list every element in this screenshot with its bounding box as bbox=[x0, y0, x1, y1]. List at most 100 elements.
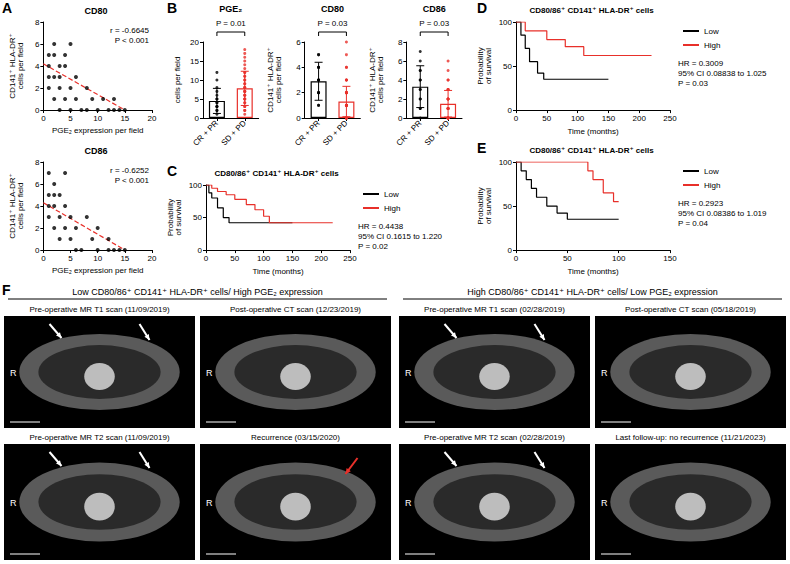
svg-text:CD80/86⁺ CD141⁺ HLA-DR⁺ cells: CD80/86⁺ CD141⁺ HLA-DR⁺ cells bbox=[214, 169, 339, 178]
svg-text:P = 0.02: P = 0.02 bbox=[358, 242, 388, 251]
svg-text:Low CD80/86⁺ CD141⁺ HLA-DR⁺ ce: Low CD80/86⁺ CD141⁺ HLA-DR⁺ cells/ High … bbox=[72, 287, 322, 297]
svg-text:5: 5 bbox=[68, 114, 73, 123]
svg-text:50: 50 bbox=[230, 254, 239, 263]
svg-text:2: 2 bbox=[35, 224, 40, 233]
svg-text:4: 4 bbox=[35, 202, 40, 211]
svg-text:CD86: CD86 bbox=[84, 146, 107, 156]
svg-text:5: 5 bbox=[195, 95, 200, 104]
svg-text:Time (months): Time (months) bbox=[252, 267, 304, 276]
svg-text:Time (months): Time (months) bbox=[567, 127, 619, 136]
svg-text:Low: Low bbox=[704, 27, 719, 36]
svg-text:cells per field: cells per field bbox=[173, 57, 182, 104]
svg-text:15: 15 bbox=[120, 114, 129, 123]
svg-text:of survival: of survival bbox=[484, 188, 493, 224]
svg-text:R: R bbox=[405, 368, 412, 378]
svg-text:HR = 0.2923: HR = 0.2923 bbox=[678, 199, 724, 208]
svg-text:CD80/86⁺ CD141⁺ HLA-DR⁺ cells: CD80/86⁺ CD141⁺ HLA-DR⁺ cells bbox=[529, 146, 654, 155]
svg-text:P < 0.001: P < 0.001 bbox=[115, 36, 150, 45]
svg-text:20: 20 bbox=[148, 254, 157, 263]
svg-text:100: 100 bbox=[612, 254, 626, 263]
svg-text:CD80: CD80 bbox=[321, 4, 344, 14]
svg-text:0: 0 bbox=[204, 254, 209, 263]
svg-text:CD80/86⁺ CD141⁺ HLA-DR⁺ cells: CD80/86⁺ CD141⁺ HLA-DR⁺ cells bbox=[529, 6, 654, 15]
svg-text:4: 4 bbox=[398, 76, 403, 85]
svg-text:0: 0 bbox=[514, 114, 519, 123]
svg-text:100: 100 bbox=[499, 18, 513, 27]
svg-text:P = 0.03: P = 0.03 bbox=[318, 19, 348, 28]
svg-text:15: 15 bbox=[120, 254, 129, 263]
svg-text:High CD80/86⁺ CD141⁺ HLA-DR⁺ c: High CD80/86⁺ CD141⁺ HLA-DR⁺ cells/ Low … bbox=[467, 287, 717, 297]
svg-text:10: 10 bbox=[93, 254, 102, 263]
svg-text:50: 50 bbox=[503, 202, 512, 211]
svg-text:R: R bbox=[206, 498, 213, 508]
svg-text:Low: Low bbox=[704, 167, 719, 176]
svg-text:6: 6 bbox=[35, 180, 40, 189]
svg-text:0: 0 bbox=[508, 246, 513, 255]
svg-text:P = 0.03: P = 0.03 bbox=[678, 79, 708, 88]
svg-text:10: 10 bbox=[93, 114, 102, 123]
svg-text:50: 50 bbox=[193, 213, 202, 222]
svg-text:Pre-operative MR T2 scan (02/2: Pre-operative MR T2 scan (02/28/2019) bbox=[424, 433, 565, 442]
svg-text:CR + PR: CR + PR bbox=[191, 119, 220, 148]
svg-text:150: 150 bbox=[286, 254, 300, 263]
svg-text:SD + PD: SD + PD bbox=[423, 119, 452, 148]
svg-text:0: 0 bbox=[35, 106, 40, 115]
svg-text:r = -0.6645: r = -0.6645 bbox=[110, 26, 149, 35]
svg-text:cells per field: cells per field bbox=[376, 57, 385, 104]
svg-text:CD80: CD80 bbox=[84, 6, 107, 16]
svg-text:Low: Low bbox=[384, 190, 399, 199]
svg-text:100: 100 bbox=[499, 158, 513, 167]
svg-text:R: R bbox=[601, 498, 608, 508]
svg-text:200: 200 bbox=[633, 114, 647, 123]
svg-text:0: 0 bbox=[195, 114, 200, 123]
svg-text:95% CI 0.1615 to 1.220: 95% CI 0.1615 to 1.220 bbox=[358, 232, 443, 241]
svg-text:8: 8 bbox=[398, 38, 403, 47]
svg-text:4: 4 bbox=[35, 62, 40, 71]
svg-text:6: 6 bbox=[398, 57, 403, 66]
svg-text:8: 8 bbox=[35, 18, 40, 27]
svg-text:0: 0 bbox=[514, 254, 519, 263]
svg-text:95% CI 0.08386 to 1.019: 95% CI 0.08386 to 1.019 bbox=[678, 209, 767, 218]
svg-text:P = 0.04: P = 0.04 bbox=[678, 219, 708, 228]
svg-text:50: 50 bbox=[542, 114, 551, 123]
svg-text:Pre-operative MR T2 scan (11/0: Pre-operative MR T2 scan (11/09/2019) bbox=[29, 433, 170, 442]
svg-text:250: 250 bbox=[343, 254, 357, 263]
svg-text:R: R bbox=[601, 368, 608, 378]
svg-text:100: 100 bbox=[257, 254, 271, 263]
svg-text:CD86: CD86 bbox=[423, 4, 446, 14]
svg-text:cells per field: cells per field bbox=[274, 57, 283, 104]
svg-text:5: 5 bbox=[68, 254, 73, 263]
svg-text:100: 100 bbox=[571, 114, 585, 123]
svg-text:Recurrence (03/15/2020): Recurrence (03/15/2020) bbox=[251, 433, 340, 442]
svg-text:0: 0 bbox=[41, 114, 46, 123]
svg-text:4: 4 bbox=[296, 63, 301, 72]
svg-text:PGE₂: PGE₂ bbox=[219, 4, 242, 14]
svg-text:150: 150 bbox=[663, 254, 677, 263]
svg-text:HR = 0.4438: HR = 0.4438 bbox=[358, 222, 404, 231]
svg-text:High: High bbox=[384, 204, 400, 213]
svg-text:0: 0 bbox=[296, 114, 301, 123]
svg-text:Post-operative CT scan (05/18/: Post-operative CT scan (05/18/2019) bbox=[625, 305, 756, 314]
svg-text:PGE₂ expression per field: PGE₂ expression per field bbox=[52, 126, 144, 135]
svg-text:HR = 0.3009: HR = 0.3009 bbox=[678, 59, 724, 68]
svg-text:of survival: of survival bbox=[484, 48, 493, 84]
svg-text:0: 0 bbox=[508, 106, 513, 115]
svg-text:0: 0 bbox=[35, 246, 40, 255]
svg-text:SD + PD: SD + PD bbox=[321, 119, 350, 148]
svg-text:of survival: of survival bbox=[174, 199, 183, 235]
svg-text:20: 20 bbox=[148, 114, 157, 123]
svg-text:15: 15 bbox=[190, 57, 199, 66]
svg-text:95% CI 0.08838 to 1.025: 95% CI 0.08838 to 1.025 bbox=[678, 69, 767, 78]
svg-text:0: 0 bbox=[398, 114, 403, 123]
svg-text:P = 0.03: P = 0.03 bbox=[419, 19, 449, 28]
svg-text:High: High bbox=[704, 181, 720, 190]
svg-text:r = -0.6252: r = -0.6252 bbox=[110, 166, 149, 175]
svg-text:Pre-operative MR T1 scan (11/0: Pre-operative MR T1 scan (11/09/2019) bbox=[29, 305, 170, 314]
svg-text:Time (months): Time (months) bbox=[567, 267, 619, 276]
svg-text:2: 2 bbox=[35, 84, 40, 93]
svg-text:0: 0 bbox=[198, 246, 203, 255]
svg-text:50: 50 bbox=[563, 254, 572, 263]
svg-text:CR + PR: CR + PR bbox=[293, 119, 322, 148]
svg-text:6: 6 bbox=[35, 40, 40, 49]
svg-text:200: 200 bbox=[315, 254, 329, 263]
